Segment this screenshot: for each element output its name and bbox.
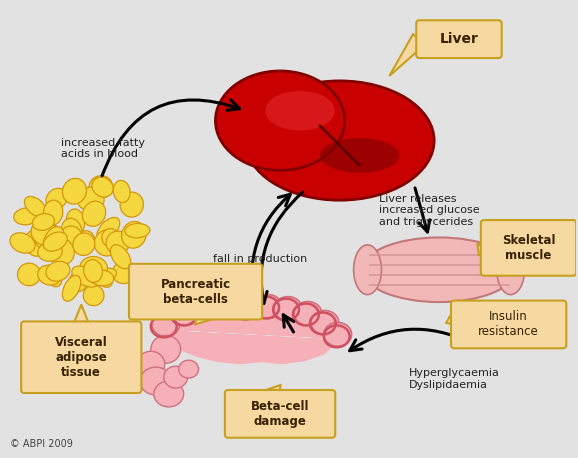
Ellipse shape xyxy=(265,91,335,131)
Text: Pancreatic
beta-cells: Pancreatic beta-cells xyxy=(161,278,231,305)
Ellipse shape xyxy=(320,138,399,173)
Ellipse shape xyxy=(216,71,344,170)
Ellipse shape xyxy=(179,360,199,378)
Ellipse shape xyxy=(40,225,67,249)
Ellipse shape xyxy=(89,268,117,286)
Ellipse shape xyxy=(17,263,40,286)
Ellipse shape xyxy=(120,192,143,217)
Ellipse shape xyxy=(46,261,70,281)
Ellipse shape xyxy=(151,335,181,363)
Polygon shape xyxy=(446,300,462,326)
Ellipse shape xyxy=(125,224,150,238)
Polygon shape xyxy=(260,385,280,401)
Text: Visceral
adipose
tissue: Visceral adipose tissue xyxy=(55,336,108,379)
Polygon shape xyxy=(390,34,425,76)
Ellipse shape xyxy=(497,245,525,294)
Ellipse shape xyxy=(83,285,104,305)
Ellipse shape xyxy=(77,187,104,211)
Ellipse shape xyxy=(92,177,113,197)
Text: © ABPI 2009: © ABPI 2009 xyxy=(10,439,73,449)
Ellipse shape xyxy=(112,262,134,284)
Text: Liver releases
increased glucose
and triglycerides: Liver releases increased glucose and tri… xyxy=(379,194,480,227)
FancyBboxPatch shape xyxy=(481,220,576,276)
Ellipse shape xyxy=(274,297,302,321)
Ellipse shape xyxy=(121,221,146,248)
Ellipse shape xyxy=(32,213,54,230)
FancyBboxPatch shape xyxy=(129,264,262,319)
Ellipse shape xyxy=(154,381,184,407)
Text: Skeletal
muscle: Skeletal muscle xyxy=(502,234,555,262)
Text: fall in production
of insulin: fall in production of insulin xyxy=(213,254,307,276)
Ellipse shape xyxy=(354,245,381,294)
Ellipse shape xyxy=(324,322,351,346)
Polygon shape xyxy=(195,309,220,324)
Ellipse shape xyxy=(212,294,239,318)
FancyBboxPatch shape xyxy=(21,322,142,393)
FancyBboxPatch shape xyxy=(451,300,566,348)
Ellipse shape xyxy=(38,265,61,285)
Ellipse shape xyxy=(102,229,120,248)
Polygon shape xyxy=(156,310,340,364)
Ellipse shape xyxy=(61,218,82,244)
Ellipse shape xyxy=(362,237,516,302)
Ellipse shape xyxy=(62,178,87,204)
Ellipse shape xyxy=(97,218,120,241)
Ellipse shape xyxy=(73,233,95,256)
Ellipse shape xyxy=(72,266,99,287)
Ellipse shape xyxy=(234,295,261,319)
Ellipse shape xyxy=(66,209,85,234)
Ellipse shape xyxy=(38,242,62,262)
Ellipse shape xyxy=(311,311,339,334)
Ellipse shape xyxy=(43,232,67,251)
Ellipse shape xyxy=(14,208,39,225)
FancyBboxPatch shape xyxy=(225,390,335,438)
Ellipse shape xyxy=(245,81,434,200)
Text: Hyperglycaemia
Dyslipidaemia: Hyperglycaemia Dyslipidaemia xyxy=(409,368,500,390)
Ellipse shape xyxy=(25,229,47,256)
Polygon shape xyxy=(73,305,89,324)
Ellipse shape xyxy=(89,176,113,198)
Ellipse shape xyxy=(152,312,180,336)
Text: increased fatty
acids in blood: increased fatty acids in blood xyxy=(61,138,146,159)
Ellipse shape xyxy=(35,228,55,250)
Ellipse shape xyxy=(137,351,165,377)
Ellipse shape xyxy=(10,233,35,253)
Ellipse shape xyxy=(31,220,57,245)
Ellipse shape xyxy=(61,226,81,245)
Ellipse shape xyxy=(62,275,81,301)
Ellipse shape xyxy=(24,196,46,217)
Polygon shape xyxy=(477,243,490,255)
Ellipse shape xyxy=(77,231,95,250)
Ellipse shape xyxy=(83,201,106,226)
Text: Insulin
resistance: Insulin resistance xyxy=(478,311,539,338)
FancyBboxPatch shape xyxy=(416,20,502,58)
Ellipse shape xyxy=(47,237,74,265)
Ellipse shape xyxy=(46,188,68,209)
Ellipse shape xyxy=(90,270,114,286)
Ellipse shape xyxy=(47,269,62,287)
Ellipse shape xyxy=(254,294,282,318)
Ellipse shape xyxy=(294,301,322,326)
Ellipse shape xyxy=(140,367,172,395)
Ellipse shape xyxy=(191,295,220,319)
Text: Liver: Liver xyxy=(439,32,479,46)
Ellipse shape xyxy=(43,200,63,225)
Ellipse shape xyxy=(43,227,64,254)
Ellipse shape xyxy=(106,231,129,254)
Ellipse shape xyxy=(110,245,131,269)
Ellipse shape xyxy=(172,301,199,326)
Ellipse shape xyxy=(84,260,102,282)
Ellipse shape xyxy=(80,256,108,279)
Ellipse shape xyxy=(94,267,112,287)
Ellipse shape xyxy=(113,180,130,202)
Text: Beta-cell
damage: Beta-cell damage xyxy=(251,400,309,428)
Ellipse shape xyxy=(94,230,120,256)
Ellipse shape xyxy=(69,273,87,292)
Ellipse shape xyxy=(164,366,188,388)
